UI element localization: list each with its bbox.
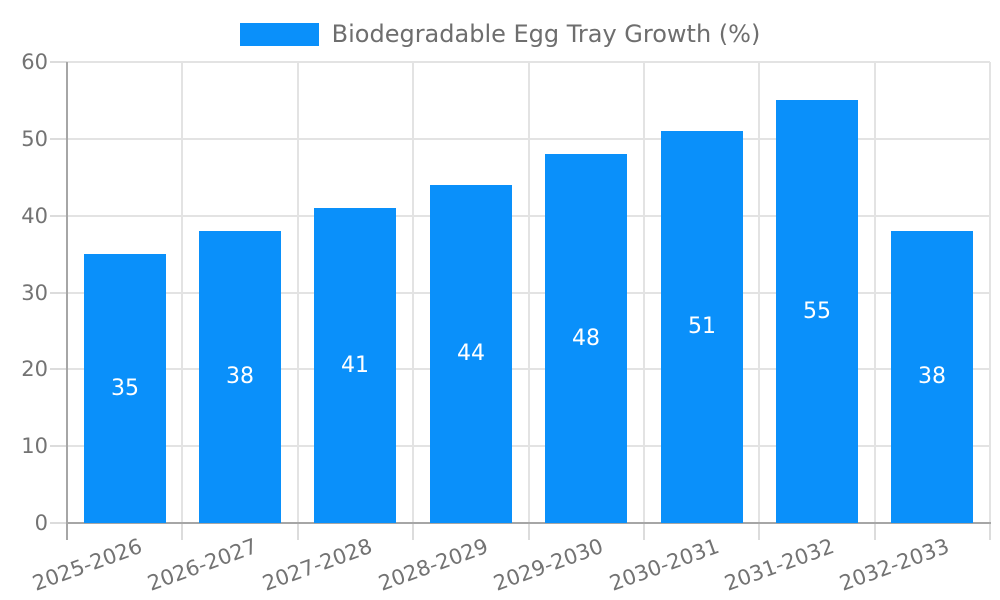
bar-value-label: 55 [803,298,831,324]
y-axis-tick [50,522,67,524]
bar-value-label: 51 [688,314,716,339]
legend-swatch-icon [239,22,319,46]
bar-value-label: 48 [572,325,600,351]
y-axis-tick-label: 0 [34,511,48,535]
bar [314,208,396,523]
y-axis-tick [50,61,67,63]
gridline-vertical [758,62,761,523]
bar-value-label: 41 [341,352,369,378]
x-axis-tick [412,523,415,540]
y-axis-tick-label: 10 [21,434,48,459]
legend-label: Biodegradable Egg Tray Growth (%) [331,20,761,48]
x-axis-tick [873,523,876,540]
y-axis-tick-label: 30 [21,280,48,305]
bar [545,154,627,523]
y-axis-tick-label: 40 [21,203,48,228]
x-axis-tick [181,523,184,540]
x-axis-tick [989,523,991,540]
bar [84,254,166,523]
y-axis-tick [50,445,67,448]
bar-value-label: 38 [226,364,254,389]
x-axis-tick [296,523,299,540]
x-axis-line [66,522,991,524]
x-axis-tick [758,523,761,540]
gridline-vertical [527,62,530,523]
gridline-vertical [412,62,415,523]
y-axis-line [66,62,68,540]
bar [891,231,973,523]
bar [661,131,743,523]
y-axis-tick-label: 60 [21,50,48,74]
y-axis-tick-label: 50 [21,126,48,151]
y-axis-tick-label: 20 [21,357,48,382]
gridline-vertical [642,62,645,523]
x-axis-tick [527,523,530,540]
y-axis-tick [50,291,67,294]
bar [199,231,281,523]
y-axis-tick [50,214,67,217]
y-axis-tick [50,368,67,371]
bar [430,185,512,523]
bar [776,100,858,523]
gridline-vertical [181,62,184,523]
bar-value-label: 35 [111,375,139,401]
chart-legend[interactable]: Biodegradable Egg Tray Growth (%) [0,22,1000,46]
y-axis-tick [50,137,67,140]
bar-value-label: 38 [918,364,946,389]
gridline-vertical [296,62,299,523]
bar-value-label: 44 [457,341,485,366]
gridline-vertical [989,62,991,523]
gridline-vertical [873,62,876,523]
x-axis-tick [642,523,645,540]
